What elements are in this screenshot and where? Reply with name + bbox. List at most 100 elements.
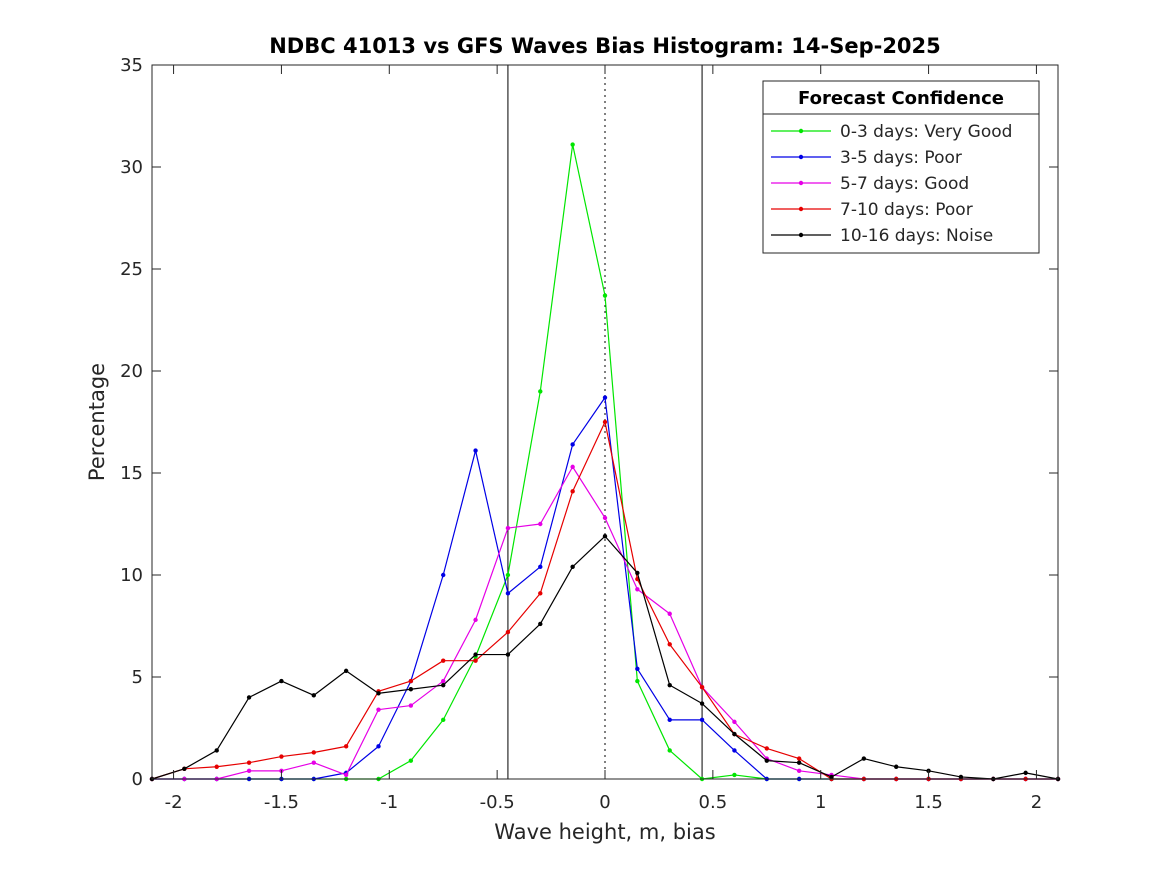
data-point	[246, 760, 252, 765]
data-point	[246, 768, 252, 774]
data-point	[602, 515, 608, 521]
data-point	[441, 572, 446, 578]
data-point	[667, 642, 672, 647]
data-point	[246, 695, 252, 700]
x-tick-label: 0.5	[699, 792, 728, 813]
data-point	[538, 389, 543, 394]
data-point	[214, 748, 219, 753]
data-point	[311, 760, 316, 765]
data-point	[570, 142, 575, 147]
data-point	[343, 668, 349, 674]
data-point	[343, 772, 349, 778]
data-point	[473, 652, 478, 657]
data-point	[635, 587, 640, 592]
x-axis-ticks: -2 -1.5 -1 -0.5 0 0.5 1 1.5 2	[165, 65, 1042, 813]
data-point	[667, 611, 672, 616]
data-point	[376, 744, 381, 749]
y-tick-label: 30	[120, 157, 143, 178]
data-point	[635, 570, 640, 576]
data-point	[570, 489, 575, 494]
data-point	[473, 658, 478, 663]
x-tick-label: 2	[1031, 792, 1042, 813]
data-point	[311, 693, 316, 698]
data-point	[538, 591, 543, 596]
data-point	[861, 756, 867, 761]
data-point	[441, 682, 446, 688]
data-point	[894, 764, 899, 769]
data-point	[343, 744, 349, 749]
data-point	[732, 731, 737, 737]
x-tick-label: 1	[815, 792, 826, 813]
reference-lines	[507, 65, 703, 779]
data-point	[441, 658, 446, 663]
data-point	[958, 774, 964, 780]
data-point	[829, 774, 834, 780]
data-point	[667, 717, 672, 723]
legend-title: Forecast Confidence	[798, 88, 1004, 109]
data-point	[376, 707, 381, 712]
legend-entry-2: 5-7 days: Good	[771, 174, 969, 194]
legend-swatch-marker	[798, 154, 804, 160]
data-point	[538, 521, 543, 527]
data-point	[796, 760, 802, 765]
data-point	[376, 691, 381, 696]
data-point	[699, 717, 705, 723]
data-point	[699, 685, 705, 690]
y-axis-label: Percentage	[85, 363, 109, 481]
legend-entry-1: 3-5 days: Poor	[771, 148, 962, 168]
data-point	[408, 758, 414, 763]
x-axis-label: Wave height, m, bias	[494, 820, 715, 844]
data-point	[570, 442, 575, 447]
legend-swatch-marker	[798, 232, 804, 238]
data-point	[796, 768, 802, 774]
data-point	[408, 703, 414, 708]
y-tick-label: 5	[132, 667, 143, 688]
data-point	[602, 419, 608, 425]
legend-entry-0: 0-3 days: Very Good	[771, 122, 1012, 142]
legend-entry-4: 10-16 days: Noise	[771, 226, 993, 246]
data-point	[473, 617, 478, 623]
data-point	[408, 687, 414, 692]
data-point	[214, 764, 219, 769]
data-point	[570, 564, 575, 570]
y-tick-label: 25	[120, 259, 143, 280]
data-point	[505, 652, 511, 657]
data-point	[182, 766, 187, 771]
data-point	[667, 682, 672, 688]
data-point	[667, 748, 672, 753]
data-point	[699, 701, 705, 706]
data-point	[505, 629, 511, 635]
x-tick-label: 0	[599, 792, 610, 813]
data-point	[505, 591, 511, 596]
y-tick-label: 10	[120, 565, 143, 586]
chart-title: NDBC 41013 vs GFS Waves Bias Histogram: …	[269, 34, 941, 58]
data-point	[505, 572, 511, 578]
data-point	[408, 678, 414, 684]
data-point	[570, 464, 575, 470]
legend-swatch-marker	[798, 128, 804, 134]
data-point	[602, 293, 608, 298]
x-tick-label: -0.5	[480, 792, 515, 813]
y-tick-label: 20	[120, 361, 143, 382]
data-point	[796, 756, 802, 761]
legend-label: 7-10 days: Poor	[840, 200, 973, 220]
legend-label: 5-7 days: Good	[840, 174, 969, 194]
x-tick-label: 1.5	[914, 792, 943, 813]
data-point	[602, 395, 608, 400]
data-point	[732, 772, 737, 778]
x-tick-label: -1	[380, 792, 398, 813]
legend: Forecast Confidence 0-3 days: Very Good 3…	[762, 80, 1040, 254]
data-point	[1023, 770, 1028, 776]
y-tick-label: 15	[120, 463, 143, 484]
data-point	[538, 564, 543, 570]
data-point	[602, 534, 608, 539]
x-tick-label: -2	[165, 792, 183, 813]
data-point	[505, 525, 511, 531]
data-point	[441, 678, 446, 684]
data-point	[538, 621, 543, 627]
legend-label: 3-5 days: Poor	[840, 148, 962, 168]
x-tick-label: -1.5	[264, 792, 299, 813]
data-point	[473, 448, 478, 453]
data-point	[732, 748, 737, 753]
